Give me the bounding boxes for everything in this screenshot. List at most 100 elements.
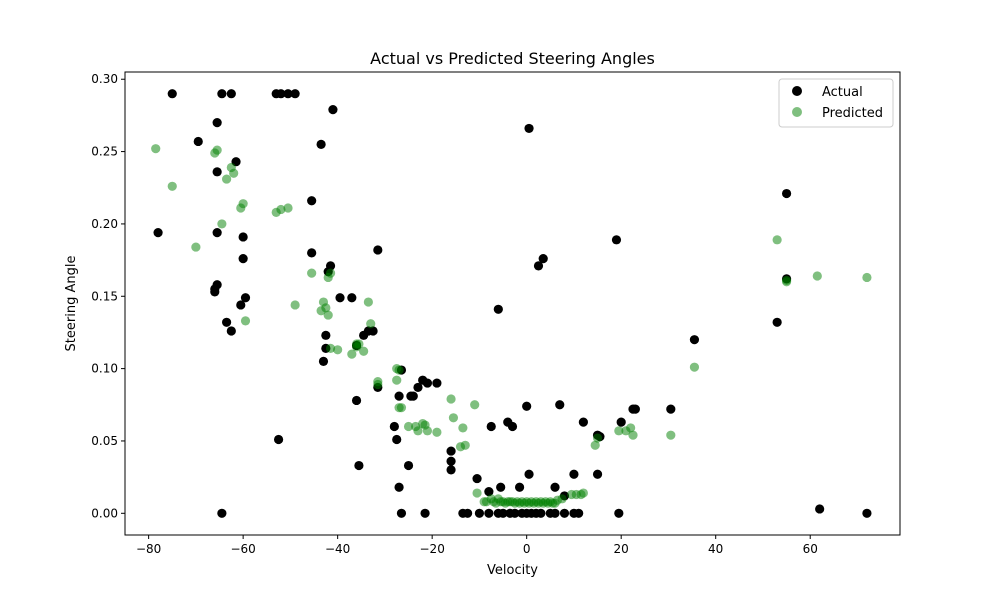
x-tick-label: 60 [803,542,818,556]
point-predicted [500,498,511,508]
point-actual [578,417,588,427]
legend-marker-actual [792,86,802,96]
point-actual [347,293,357,303]
point-actual [432,378,442,388]
point-actual [486,421,496,432]
y-tick-label: 0.00 [91,506,118,520]
point-actual [167,89,177,99]
x-axis-label: Velocity [487,563,538,578]
point-predicted [359,346,369,356]
point-actual [328,105,338,115]
point-actual [351,395,362,406]
point-actual [359,330,369,340]
y-axis-label: Steering Angle [64,256,79,352]
point-predicted [316,306,326,316]
y-tick-label: 0.10 [91,362,118,376]
point-predicted [491,498,501,508]
point-predicted [283,203,293,213]
point-actual [472,473,482,484]
point-predicted [403,421,414,432]
point-actual [283,89,293,99]
chart-title: Actual vs Predicted Steering Angles [370,49,655,68]
point-predicted [394,365,404,375]
legend: Actual Predicted [778,78,894,128]
point-predicted [413,426,423,436]
point-predicted [455,442,466,452]
point-predicted [392,375,402,385]
x-axis: −80 −60 −40 −20 0 20 40 60 [136,535,818,556]
point-actual [463,508,473,518]
point-actual [394,482,404,492]
point-predicted [394,403,404,413]
point-actual [559,508,570,518]
point-predicted [323,272,333,283]
point-actual [862,508,872,518]
x-tick-label: −40 [325,542,350,556]
point-actual [212,228,222,238]
point-actual [193,136,203,147]
point-predicted [307,268,317,278]
point-predicted [550,498,560,508]
point-actual [611,235,622,245]
point-actual [153,228,163,238]
legend-label-predicted: Predicted [822,106,883,121]
point-predicted [271,207,281,217]
point-actual [772,317,782,327]
point-predicted [217,219,227,229]
point-predicted [191,242,201,252]
point-actual [212,167,222,177]
point-actual [290,89,300,99]
point-actual [240,293,251,303]
point-predicted [472,488,482,498]
point-actual [335,293,345,303]
point-actual [616,417,626,427]
point-actual [413,382,423,393]
point-predicted [481,497,492,507]
point-actual [420,508,430,518]
point-actual [484,508,494,518]
point-predicted [151,144,161,154]
point-predicted [290,300,300,310]
point-actual [321,330,331,340]
point-predicted [470,400,480,410]
point-actual [630,404,640,414]
point-predicted [222,174,232,184]
point-predicted [240,316,251,326]
point-actual [403,460,414,471]
point-actual [316,139,326,149]
point-predicted [351,342,362,352]
point-actual [373,245,383,255]
point-predicted [422,426,433,436]
y-tick-label: 0.20 [91,217,118,231]
point-predicted [590,440,600,450]
point-actual [394,391,404,401]
point-actual [484,486,494,497]
point-actual [538,254,548,264]
point-actual [507,421,518,432]
point-predicted [812,271,822,281]
point-actual [446,446,456,456]
x-tick-label: 0 [523,542,531,556]
point-actual [276,89,286,99]
point-predicted [229,168,239,178]
y-tick-label: 0.05 [91,434,118,448]
x-tick-label: 20 [614,542,629,556]
point-actual [446,465,456,475]
point-actual [210,287,220,297]
point-actual [236,300,246,310]
x-tick-label: −60 [230,542,255,556]
legend-marker-predicted [792,107,802,117]
point-predicted [592,433,603,443]
point-predicted [373,379,383,390]
point-predicted [210,148,220,158]
point-predicted [448,413,459,423]
point-actual [498,508,508,518]
point-actual [514,482,525,492]
point-predicted [772,235,782,245]
point-predicted [325,343,336,353]
legend-label-actual: Actual [822,85,863,100]
point-actual [569,469,579,479]
plot-frame [124,71,901,536]
point-actual [524,123,534,134]
x-tick-label: 40 [708,542,723,556]
